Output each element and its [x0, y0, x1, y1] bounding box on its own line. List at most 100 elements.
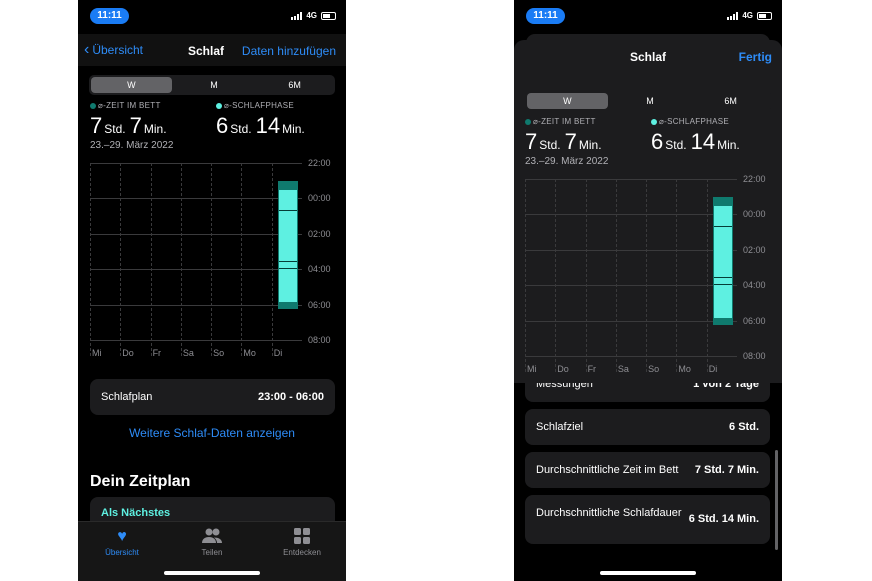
grid-line: [525, 179, 737, 180]
in-bed-dot-icon: [90, 102, 96, 109]
add-data-button[interactable]: Daten hinzufügen: [241, 44, 336, 58]
chart-sheet: Schlaf Fertig W M 6M ⌀-ZEIT IM BETT ⌀-SC…: [514, 40, 782, 383]
sleep-bar[interactable]: [277, 180, 298, 309]
day-grid-line: [180, 163, 182, 356]
day-grid-line: [241, 163, 243, 356]
legend-asleep-label: ⌀-SCHLAFPHASE: [659, 117, 730, 126]
day-grid-line: [120, 163, 122, 356]
day-grid-line: [706, 179, 708, 372]
wake-marker: [278, 268, 297, 269]
tab-discover-label: Entdecken: [283, 548, 321, 557]
signal-icon: [291, 11, 303, 20]
schedule-row[interactable]: Schlafplan 23:00 - 06:00: [90, 379, 335, 415]
grid-line: [90, 233, 302, 235]
tab-overview[interactable]: ♥ Übersicht: [82, 528, 162, 557]
day-grid-line: [615, 179, 617, 372]
bed-minutes-unit: Min.: [143, 122, 167, 136]
tab-share[interactable]: Teilen: [172, 528, 252, 557]
segment-week[interactable]: W: [91, 77, 172, 93]
x-tick-label: Do: [557, 364, 569, 374]
sleep-minutes-unit: Min.: [717, 138, 740, 152]
y-tick-label: 00:00: [308, 193, 331, 204]
x-tick-label: Mo: [243, 348, 256, 358]
legend-asleep: ⌀-SCHLAFPHASE: [651, 117, 729, 126]
done-button[interactable]: Fertig: [738, 50, 772, 64]
phone-screen-details: 11:11 4G Messungen 1 von 2 Tage Schlafzi…: [514, 0, 782, 581]
schedule-label: Schlafplan: [101, 391, 153, 403]
sleep-goal-value: 6 Std.: [729, 421, 759, 433]
wake-marker: [713, 284, 732, 285]
bed-minutes: 7: [564, 129, 577, 154]
segment-month[interactable]: M: [646, 96, 654, 106]
range-segmented-control[interactable]: W M 6M: [525, 91, 771, 111]
wake-marker: [278, 261, 297, 263]
y-tick-label: 00:00: [743, 209, 766, 220]
day-grid-line: [150, 163, 152, 356]
sleep-chart: 22:00 00:00 02:00 04:00 06:00 08:00 Mi Do Fr Sa So…: [90, 158, 338, 358]
avg-in-bed-value: 7 Std. 7 Min.: [525, 129, 606, 155]
schedule-section-title: Dein Zeitplan: [90, 473, 191, 490]
y-tick-label: 22:00: [308, 158, 331, 168]
x-tick-label: Sa: [182, 348, 194, 358]
segment-week[interactable]: W: [527, 93, 608, 109]
y-tick-label: 02:00: [308, 228, 331, 239]
avg-time-in-bed-value: 7 Std. 7 Min.: [694, 464, 759, 476]
phone-screen-overview: 11:11 4G ‹ Übersicht Schlaf Daten hinzuf…: [78, 0, 346, 581]
sleep-hours: 6: [216, 113, 229, 138]
y-tick-label: 06:00: [743, 315, 766, 326]
sleep-minutes: 14: [690, 129, 716, 154]
wake-marker: [713, 277, 732, 279]
grid-line: [525, 356, 737, 357]
wake-marker: [713, 225, 732, 227]
grid-line: [90, 304, 302, 306]
sleep-goal-row: Schlafziel 6 Std.: [525, 409, 770, 445]
main-content: W M 6M ⌀-ZEIT IM BETT ⌀-SCHLAFPHASE 7 Std…: [78, 66, 346, 537]
grid-line: [525, 249, 737, 251]
sleep-bar[interactable]: [712, 196, 733, 325]
home-indicator: [600, 571, 696, 575]
day-grid-line: [676, 179, 678, 372]
bed-hours: 7: [525, 129, 538, 154]
x-tick-label: So: [213, 348, 225, 358]
avg-time-in-bed-row: Durchschnittliche Zeit im Bett 7 Std. 7 …: [525, 452, 770, 488]
next-label: Als Nächstes: [101, 507, 171, 519]
status-time: 11:11: [526, 8, 565, 24]
grid-line: [525, 285, 737, 287]
segment-6-months[interactable]: 6M: [724, 96, 737, 106]
x-tick-label: Di: [708, 364, 718, 374]
details-list: Messungen 1 von 2 Tage Schlafziel 6 Std.…: [514, 373, 782, 581]
network-type: 4G: [742, 11, 753, 20]
sleep-hours-unit: Std.: [230, 122, 252, 136]
grid-line: [525, 214, 737, 216]
x-tick-label: Di: [273, 348, 283, 358]
range-segmented-control[interactable]: W M 6M: [89, 75, 335, 95]
status-bar: 11:11 4G: [78, 0, 346, 34]
more-sleep-data-link[interactable]: Weitere Schlaf-Daten anzeigen: [129, 426, 295, 440]
status-bar: 11:11 4G: [514, 0, 782, 34]
chevron-left-icon: ‹: [84, 41, 90, 58]
sleep-hours: 6: [651, 129, 664, 154]
day-grid-line: [585, 179, 587, 372]
avg-asleep-value: 6 Std. 14 Min.: [216, 113, 309, 139]
back-label: Übersicht: [92, 43, 144, 57]
segment-month[interactable]: M: [210, 80, 218, 90]
avg-sleep-duration-value: 6 Std. 14 Min.: [688, 513, 759, 525]
avg-sleep-duration-row: Durchschnittliche Schlafdauer 6 Std. 14 …: [525, 495, 770, 544]
asleep-segment: [278, 189, 297, 302]
day-grid-line: [646, 179, 648, 372]
avg-sleep-duration-label: Durchschnittliche Schlafdauer: [536, 507, 682, 519]
sleep-minutes-unit: Min.: [282, 122, 305, 136]
x-tick-label: Sa: [617, 364, 629, 374]
scroll-indicator[interactable]: [775, 450, 778, 550]
home-indicator: [164, 571, 260, 575]
date-range: 23.–29. März 2022: [525, 156, 609, 167]
bed-hours: 7: [90, 113, 103, 138]
bed-hours-unit: Std.: [539, 138, 561, 152]
back-button[interactable]: ‹ Übersicht: [84, 41, 144, 58]
tab-discover[interactable]: Entdecken: [262, 528, 342, 557]
y-tick-label: 04:00: [308, 264, 331, 275]
segment-6-months[interactable]: 6M: [288, 80, 301, 90]
y-tick-label: 02:00: [743, 244, 766, 255]
day-grid-line: [555, 179, 557, 372]
x-tick-label: Mo: [678, 364, 691, 374]
